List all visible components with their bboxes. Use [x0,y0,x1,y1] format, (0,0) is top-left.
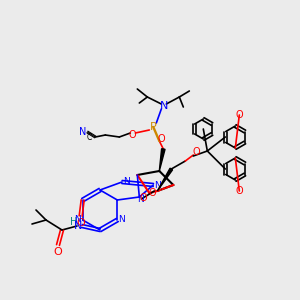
Text: N: N [74,221,82,231]
Text: O: O [236,110,243,120]
Text: C: C [87,133,92,142]
Text: O: O [158,134,165,144]
Text: O: O [148,188,156,198]
Text: H: H [70,217,77,227]
Text: O: O [140,193,147,203]
Text: N: N [160,101,169,111]
Text: N: N [74,215,81,224]
Text: O: O [76,218,85,228]
Text: N: N [118,215,125,224]
Text: O: O [128,130,136,140]
Text: N: N [154,181,161,190]
Text: N: N [137,194,144,203]
Text: N: N [123,178,129,187]
Text: O: O [193,147,200,157]
Polygon shape [159,149,165,171]
Text: N: N [79,127,86,137]
Polygon shape [157,168,172,191]
Text: P: P [150,122,157,132]
Text: O: O [54,247,62,257]
Text: O: O [236,186,243,196]
